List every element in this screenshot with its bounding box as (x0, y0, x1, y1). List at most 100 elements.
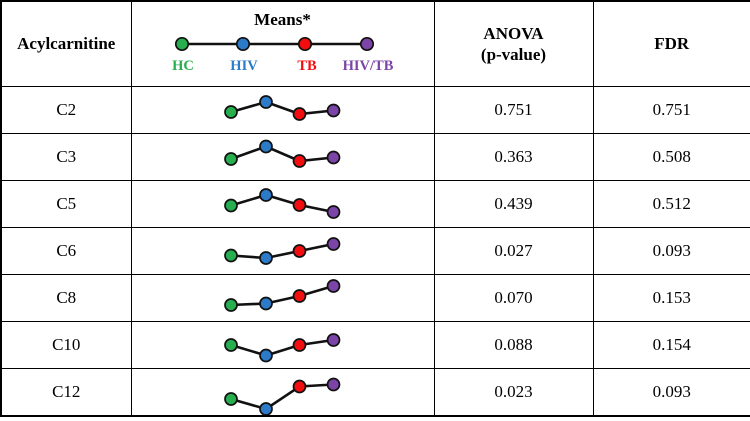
means-line (230, 145, 334, 163)
means-line (230, 284, 334, 307)
means-line (230, 193, 334, 214)
acylcarnitine-cell: C2 (0, 86, 132, 134)
anova-cell: 0.023 (433, 368, 594, 417)
mean-dot-hc (224, 198, 238, 213)
fdr-header-label: FDR (654, 34, 690, 54)
anova-cell: 0.070 (433, 274, 594, 322)
fdr-cell: 0.154 (592, 321, 750, 369)
means-line (230, 100, 334, 116)
mean-dot-hc (224, 152, 238, 166)
means-header-label: Means* (254, 10, 311, 29)
fdr-cell: 0.751 (592, 86, 750, 134)
means-cell (130, 274, 435, 322)
legend-label-hiv: HIV (230, 58, 258, 75)
legend-label-hc: HC (172, 58, 194, 75)
fdr-cell: 0.508 (592, 133, 750, 181)
mean-dot-hiv-tb (326, 279, 341, 293)
acylcarnitine-label: C6 (56, 241, 77, 260)
mean-dot-hiv (235, 37, 251, 52)
mean-dot-tb (292, 198, 307, 212)
fdr-value: 0.093 (652, 241, 691, 260)
mean-dot-tb (292, 379, 307, 394)
acylcarnitine-column-header: Acylcarnitine (0, 0, 132, 87)
means-cell (130, 133, 435, 181)
group-legend-labels: HC HIV TB HIV/TB (132, 57, 433, 77)
fdr-value: 0.093 (652, 382, 691, 401)
acylcarnitine-cell: C10 (0, 321, 132, 369)
acylcarnitine-cell: C12 (0, 368, 132, 417)
mean-dot-hiv (259, 348, 273, 363)
acylcarnitine-label: C10 (52, 335, 81, 354)
means-sparkline-chart (224, 333, 341, 363)
mean-dot-tb (292, 289, 307, 303)
mean-dot-hc (174, 37, 190, 52)
mean-dot-hc (224, 248, 238, 263)
mean-dot-hiv-tb (326, 377, 341, 392)
anova-header-label: ANOVA (p-value) (480, 23, 547, 64)
legend-label-tb: TB (297, 58, 317, 75)
fdr-value: 0.512 (652, 194, 691, 213)
group-means-legend-chart (174, 37, 375, 52)
means-line (230, 383, 334, 411)
mean-dot-tb (292, 244, 307, 258)
means-cell (130, 227, 435, 275)
anova-cell: 0.439 (433, 180, 594, 228)
fdr-cell: 0.093 (592, 227, 750, 275)
table-row: C10 0.088 0.154 (0, 321, 750, 369)
mean-dot-hiv (259, 296, 273, 311)
anova-cell: 0.027 (433, 227, 594, 275)
acylcarnitine-label: C12 (52, 382, 81, 401)
acylcarnitine-cell: C5 (0, 180, 132, 228)
anova-column-header: ANOVA (p-value) (433, 0, 594, 87)
header-row: Acylcarnitine Means* HC HIV TB HIV/TB ANOVA… (0, 0, 750, 87)
mean-dot-tb (292, 154, 307, 168)
means-line (230, 338, 334, 357)
mean-dot-tb (292, 338, 307, 352)
mean-dot-hc (224, 392, 238, 406)
fdr-value: 0.751 (652, 100, 691, 119)
legend-label-hiv-tb: HIV/TB (342, 58, 394, 75)
anova-cell: 0.088 (433, 321, 594, 369)
mean-dot-hiv (259, 95, 273, 109)
anova-p-value: 0.070 (494, 288, 533, 307)
acylcarnitine-cell: C3 (0, 133, 132, 181)
mean-dot-tb (297, 37, 313, 52)
mean-dot-hiv (259, 139, 273, 154)
acylcarnitine-label: C5 (56, 194, 77, 213)
mean-dot-hiv-tb (326, 150, 341, 165)
mean-dot-tb (292, 107, 307, 121)
table-row: C6 0.027 0.093 (0, 227, 750, 275)
mean-dot-hiv-tb (326, 205, 341, 219)
anova-cell: 0.363 (433, 133, 594, 181)
means-sparkline-chart (224, 139, 341, 168)
anova-cell: 0.751 (433, 86, 594, 134)
table-row: C3 0.363 0.508 (0, 133, 750, 181)
mean-dot-hiv-tb (326, 103, 341, 118)
fdr-cell: 0.512 (592, 180, 750, 228)
anova-p-value: 0.439 (494, 194, 533, 213)
mean-dot-hiv (259, 188, 273, 202)
means-cell (130, 86, 435, 134)
acylcarnitine-cell: C6 (0, 227, 132, 275)
means-cell (130, 180, 435, 228)
table-row: C12 0.023 0.093 (0, 368, 750, 417)
means-sparkline-chart (224, 279, 341, 312)
means-cell (130, 368, 435, 417)
fdr-value: 0.508 (652, 147, 691, 166)
table-row: C8 0.070 0.153 (0, 274, 750, 322)
mean-dot-hiv-tb (326, 333, 341, 347)
means-sparkline-chart (224, 188, 341, 219)
mean-dot-hc (224, 298, 238, 312)
means-cell (130, 321, 435, 369)
anova-p-value: 0.088 (494, 335, 533, 354)
anova-p-value: 0.023 (494, 382, 533, 401)
anova-p-value: 0.363 (494, 147, 533, 166)
mean-dot-hiv-tb (359, 37, 375, 52)
mean-dot-hiv (259, 251, 273, 265)
anova-p-value: 0.751 (494, 100, 533, 119)
means-sparkline-chart (224, 95, 341, 121)
anova-p-value: 0.027 (494, 241, 533, 260)
fdr-column-header: FDR (592, 0, 750, 87)
fdr-value: 0.153 (652, 288, 691, 307)
